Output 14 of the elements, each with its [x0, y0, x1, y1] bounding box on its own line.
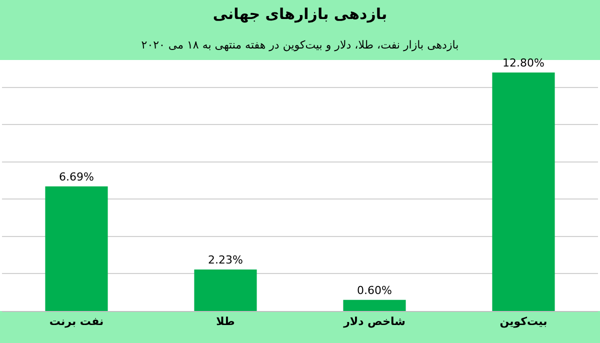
x-tick-label: شاخص دلار [342, 315, 406, 328]
x-tick-label: نفت برنت [49, 315, 104, 328]
bar [492, 72, 555, 311]
x-tick-label: طلا [216, 315, 235, 328]
data-label: 6.69% [59, 170, 94, 184]
data-label: 0.60% [357, 284, 392, 297]
bar [343, 300, 406, 311]
x-tick-label: بیت‌کوین [500, 315, 548, 328]
bar [45, 186, 108, 311]
data-label: 12.80% [502, 56, 544, 70]
data-label: 2.23% [208, 253, 243, 266]
chart-subtitle: بازدهی بازار نفت، طلا، دلار و بیت‌کوین در هفته منتهی به ۱۸ می ۲۰۲۰ [141, 38, 459, 52]
chart-title: بازدهی بازارهای جهانی [212, 5, 388, 24]
bar [194, 269, 257, 311]
